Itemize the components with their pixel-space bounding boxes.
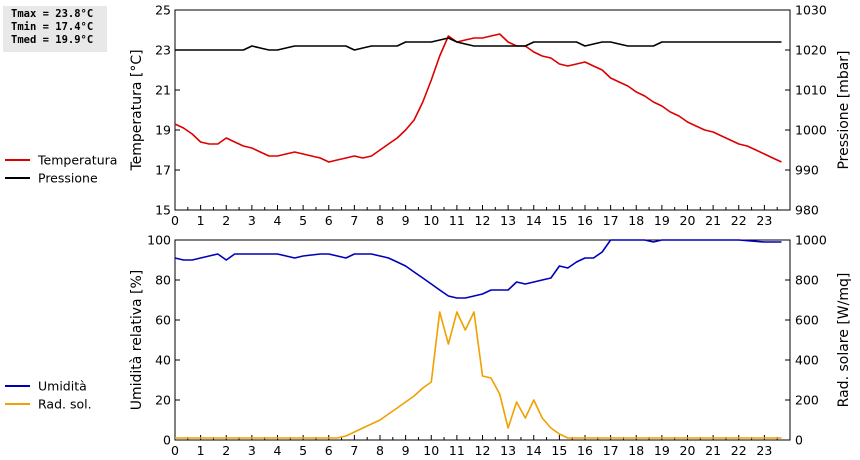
top-x-tick-label: 11 bbox=[449, 213, 465, 228]
top-x-tick-label: 23 bbox=[756, 213, 772, 228]
top-y-axis-label: Temperatura [°C] bbox=[129, 49, 145, 171]
bottom-y-tick-label: 60 bbox=[155, 313, 171, 328]
top-x-tick-label: 9 bbox=[402, 213, 410, 228]
top-x-tick-label: 7 bbox=[350, 213, 358, 228]
stat-tmed: Tmed = 19.9°C bbox=[11, 34, 94, 46]
stat-tmin: Tmin = 17.4°C bbox=[11, 21, 94, 33]
bottom-x-tick-label: 18 bbox=[628, 443, 644, 458]
top-y-tick-label: 19 bbox=[155, 123, 171, 138]
bottom-x-tick-label: 3 bbox=[248, 443, 256, 458]
top-x-tick-label: 18 bbox=[628, 213, 644, 228]
bottom-x-tick-label: 20 bbox=[680, 443, 696, 458]
top-x-tick-label: 0 bbox=[171, 213, 179, 228]
top-x-tick-label: 10 bbox=[423, 213, 439, 228]
top-x-tick-label: 20 bbox=[680, 213, 696, 228]
top-x-tick-label: 19 bbox=[654, 213, 670, 228]
top-x-tick-label: 8 bbox=[376, 213, 384, 228]
bottom-x-tick-label: 0 bbox=[171, 443, 179, 458]
bottom-y2-tick-label: 0 bbox=[795, 433, 803, 448]
bottom-y-tick-label: 0 bbox=[163, 433, 171, 448]
bottom-x-tick-label: 17 bbox=[603, 443, 619, 458]
bottom-y2-tick-label: 1000 bbox=[795, 233, 827, 248]
bottom-x-tick-label: 7 bbox=[350, 443, 358, 458]
bottom-x-tick-label: 14 bbox=[526, 443, 542, 458]
bottom-x-tick-label: 5 bbox=[299, 443, 307, 458]
bottom-series-rad-sol bbox=[175, 311, 782, 439]
top-x-tick-label: 21 bbox=[705, 213, 721, 228]
bottom-x-tick-label: 9 bbox=[402, 443, 410, 458]
bottom-series-umidit bbox=[174, 239, 782, 299]
top-x-tick-label: 12 bbox=[475, 213, 491, 228]
bottom-x-tick-label: 19 bbox=[654, 443, 670, 458]
top-y-tick-label: 15 bbox=[155, 203, 171, 218]
bottom-y-tick-label: 80 bbox=[155, 273, 171, 288]
top-y-tick-label: 23 bbox=[155, 43, 171, 58]
bottom-y2-tick-label: 600 bbox=[795, 313, 819, 328]
bottom-x-tick-label: 23 bbox=[756, 443, 772, 458]
bottom-y-tick-label: 20 bbox=[155, 393, 171, 408]
bottom-legend-label-rad-sol: Rad. sol. bbox=[38, 397, 92, 412]
top-x-tick-label: 4 bbox=[274, 213, 282, 228]
bottom-x-tick-label: 21 bbox=[705, 443, 721, 458]
bottom-x-tick-label: 15 bbox=[551, 443, 567, 458]
top-x-tick-label: 14 bbox=[526, 213, 542, 228]
bottom-x-tick-label: 16 bbox=[577, 443, 593, 458]
top-x-tick-label: 6 bbox=[325, 213, 333, 228]
bottom-x-tick-label: 22 bbox=[731, 443, 747, 458]
top-y2-tick-label: 1020 bbox=[795, 43, 827, 58]
bottom-x-tick-label: 6 bbox=[325, 443, 333, 458]
bottom-x-tick-label: 11 bbox=[449, 443, 465, 458]
bottom-x-tick-label: 12 bbox=[475, 443, 491, 458]
bottom-y-tick-label: 100 bbox=[147, 233, 171, 248]
top-x-tick-label: 5 bbox=[299, 213, 307, 228]
bottom-y2-tick-label: 800 bbox=[795, 273, 819, 288]
top-x-tick-label: 16 bbox=[577, 213, 593, 228]
top-series-temperatura bbox=[174, 33, 782, 163]
top-legend-label-pressione: Pressione bbox=[38, 171, 98, 186]
top-y-tick-label: 25 bbox=[155, 3, 171, 18]
top-x-tick-label: 13 bbox=[500, 213, 516, 228]
top-x-tick-label: 3 bbox=[248, 213, 256, 228]
bottom-y-tick-label: 40 bbox=[155, 353, 171, 368]
stats-box: Tmax = 23.8°C Tmin = 17.4°C Tmed = 19.9°… bbox=[3, 6, 107, 52]
bottom-plot-frame bbox=[174, 239, 791, 441]
bottom-y2-tick-label: 200 bbox=[795, 393, 819, 408]
top-plot-frame bbox=[174, 9, 791, 211]
top-x-tick-label: 15 bbox=[551, 213, 567, 228]
bottom-x-tick-label: 4 bbox=[274, 443, 282, 458]
top-legend-label-temperatura: Temperatura bbox=[37, 153, 117, 168]
bottom-y2-axis-label: Rad. solare [W/mq] bbox=[836, 273, 852, 408]
top-y2-tick-label: 990 bbox=[795, 163, 819, 178]
top-y2-tick-label: 980 bbox=[795, 203, 819, 218]
bottom-x-tick-label: 8 bbox=[376, 443, 384, 458]
bottom-x-tick-label: 2 bbox=[222, 443, 230, 458]
top-y2-tick-label: 1010 bbox=[795, 83, 827, 98]
top-y2-axis-label: Pressione [mbar] bbox=[836, 50, 852, 169]
top-series-pressione bbox=[175, 37, 782, 51]
bottom-y-axis-label: Umidità relativa [%] bbox=[129, 270, 145, 411]
top-y-tick-label: 17 bbox=[155, 163, 171, 178]
bottom-x-tick-label: 13 bbox=[500, 443, 516, 458]
top-y2-tick-label: 1030 bbox=[795, 3, 827, 18]
bottom-y2-tick-label: 400 bbox=[795, 353, 819, 368]
top-y-tick-label: 21 bbox=[155, 83, 171, 98]
bottom-x-tick-label: 10 bbox=[423, 443, 439, 458]
top-x-tick-label: 1 bbox=[197, 213, 205, 228]
bottom-legend-label-umidit: Umidità bbox=[38, 379, 87, 394]
top-x-tick-label: 22 bbox=[731, 213, 747, 228]
top-y2-tick-label: 1000 bbox=[795, 123, 827, 138]
top-x-tick-label: 17 bbox=[603, 213, 619, 228]
bottom-x-tick-label: 1 bbox=[197, 443, 205, 458]
top-x-tick-label: 2 bbox=[222, 213, 230, 228]
stat-tmax: Tmax = 23.8°C bbox=[11, 8, 94, 20]
